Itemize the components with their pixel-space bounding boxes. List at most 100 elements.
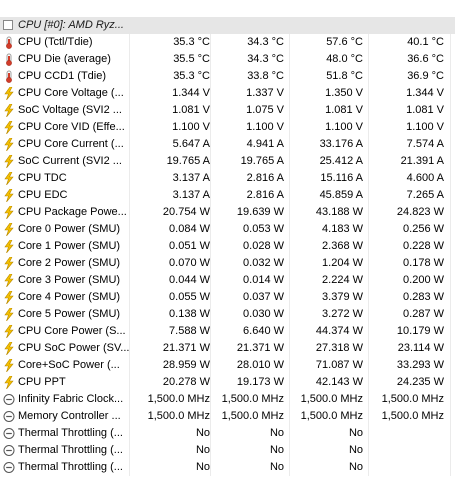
sensor-label: CPU PPT [18,376,66,388]
sensor-row[interactable]: CPU Core VID (Effe... 1.100 V 1.100 V 1.100… [0,119,455,136]
grid-line [210,255,211,272]
grid-line [450,323,451,340]
grid-line [289,119,290,136]
minimum-value: 0.014 W [243,274,284,286]
grid-line [129,51,130,68]
sensor-row[interactable]: CPU Core Current (... 5.647 A 4.941 A 33.17… [0,136,455,153]
sensor-row[interactable]: CPU Package Powe... 20.754 W 19.639 W 43.18… [0,204,455,221]
grid-line [450,357,451,374]
average-value: 36.6 °C [407,53,444,65]
sensor-row[interactable]: SoC Voltage (SVI2 ... 1.081 V 1.075 V 1.081… [0,102,455,119]
grid-line [368,408,369,425]
sensor-row[interactable]: Core 1 Power (SMU) 0.051 W 0.028 W 2.368 W 0… [0,238,455,255]
maximum-value: 48.0 °C [326,53,363,65]
minimum-value: 0.028 W [243,240,284,252]
sensor-row[interactable]: Core 3 Power (SMU) 0.044 W 0.014 W 2.224 W 0… [0,272,455,289]
grid-line [368,459,369,476]
sensor-label: Core 0 Power (SMU) [18,223,121,235]
average-value: 1.344 V [406,87,444,99]
sensor-row[interactable]: Infinity Fabric Clock... 1,500.0 MHz 1,500… [0,391,455,408]
current-value: 21.371 W [162,342,210,354]
maximum-value: 1.350 V [325,87,363,99]
grid-line [289,442,290,459]
grid-line [368,68,369,85]
average-value: 33.293 W [396,359,444,371]
sensor-label: Infinity Fabric Clock... [18,393,124,405]
sensor-row[interactable]: CPU SoC Power (SV... 21.371 W 21.371 W 27.3… [0,340,455,357]
current-value: 7.588 W [169,325,210,337]
average-value: 7.265 A [406,189,444,201]
grid-line [450,255,451,272]
current-value: 20.754 W [162,206,210,218]
sensor-label: SoC Current (SVI2 ... [18,155,122,167]
sensor-row[interactable]: CPU CCD1 (Tdie) 35.3 °C 33.8 °C 51.8 °C 36.9… [0,68,455,85]
minimum-value: 1.337 V [246,87,284,99]
minimum-value: 0.053 W [243,223,284,235]
current-value: 28.959 W [162,359,210,371]
sensor-row[interactable]: CPU Die (average) 35.5 °C 34.3 °C 48.0 °C 36… [0,51,455,68]
maximum-value: No [348,427,363,439]
sensor-label: CPU CCD1 (Tdie) [18,70,107,82]
grid-line [368,170,369,187]
sensor-row[interactable]: SoC Current (SVI2 ... 19.765 A 19.765 A 25.… [0,153,455,170]
sensor-label: Thermal Throttling (... [18,444,123,456]
grid-line [289,323,290,340]
grid-line [210,340,211,357]
sensor-row[interactable]: Core 4 Power (SMU) 0.055 W 0.037 W 3.379 W 0… [0,289,455,306]
grid-line [289,102,290,119]
current-value: 1,500.0 MHz [147,410,210,422]
grid-line [368,306,369,323]
sensor-row[interactable]: CPU TDC 3.137 A 2.816 A 15.116 A 4.600 A [0,170,455,187]
grid-line [129,255,130,272]
sensor-row[interactable]: Memory Controller ... 1,500.0 MHz 1,500.0 … [0,408,455,425]
maximum-value: 3.379 W [322,291,363,303]
current-value: 1.081 V [172,104,210,116]
sensor-row[interactable]: Thermal Throttling (... No No No [0,459,455,476]
grid-line [289,272,290,289]
sensor-row[interactable]: Thermal Throttling (... No No No [0,442,455,459]
grid-line [450,272,451,289]
grid-line [368,425,369,442]
grid-line [368,357,369,374]
sensor-row[interactable]: CPU (Tctl/Tdie) 35.3 °C 34.3 °C 57.6 °C 40.1… [0,34,455,51]
sensor-row[interactable]: Core 2 Power (SMU) 0.070 W 0.032 W 1.204 W 0… [0,255,455,272]
current-value: 0.044 W [169,274,210,286]
grid-line [289,391,290,408]
grid-line [210,442,211,459]
grid-line [450,374,451,391]
grid-line [210,187,211,204]
sensor-row[interactable]: CPU PPT 20.278 W 19.173 W 42.143 W 24.235 W [0,374,455,391]
sensor-row[interactable]: Core 0 Power (SMU) 0.084 W 0.053 W 4.183 W 0… [0,221,455,238]
maximum-value: 33.176 A [319,138,363,150]
maximum-value: 1,500.0 MHz [300,393,363,405]
sensor-row[interactable]: CPU Core Power (S... 7.588 W 6.640 W 44.374… [0,323,455,340]
grid-line [129,459,130,476]
maximum-value: 43.188 W [315,206,363,218]
grid-line [210,323,211,340]
grid-line [450,238,451,255]
average-value: 24.823 W [396,206,444,218]
grid-line [289,204,290,221]
average-value [371,459,444,476]
sensor-label: CPU (Tctl/Tdie) [18,36,93,48]
collapse-toggle-icon[interactable] [3,20,13,30]
grid-line [210,204,211,221]
current-value: 0.084 W [169,223,210,235]
maximum-value: 1.100 V [325,121,363,133]
sensor-row[interactable]: CPU EDC 3.137 A 2.816 A 45.859 A 7.265 A [0,187,455,204]
maximum-value: 57.6 °C [326,36,363,48]
sensor-row[interactable]: Core+SoC Power (... 28.959 W 28.010 W 71.08… [0,357,455,374]
sensor-group-header[interactable]: CPU [#0]: AMD Ryz... [0,17,455,34]
grid-line [210,34,211,51]
grid-line [129,102,130,119]
grid-line [210,102,211,119]
sensor-row[interactable]: Thermal Throttling (... No No No [0,425,455,442]
grid-line [289,340,290,357]
grid-line [210,221,211,238]
grid-line [129,68,130,85]
sensor-row[interactable]: Core 5 Power (SMU) 0.138 W 0.030 W 3.272 W 0… [0,306,455,323]
sensor-row[interactable]: CPU Core Voltage (... 1.344 V 1.337 V 1.350… [0,85,455,102]
grid-line [129,340,130,357]
grid-line [289,221,290,238]
sensor-label: CPU Core Current (... [18,138,124,150]
